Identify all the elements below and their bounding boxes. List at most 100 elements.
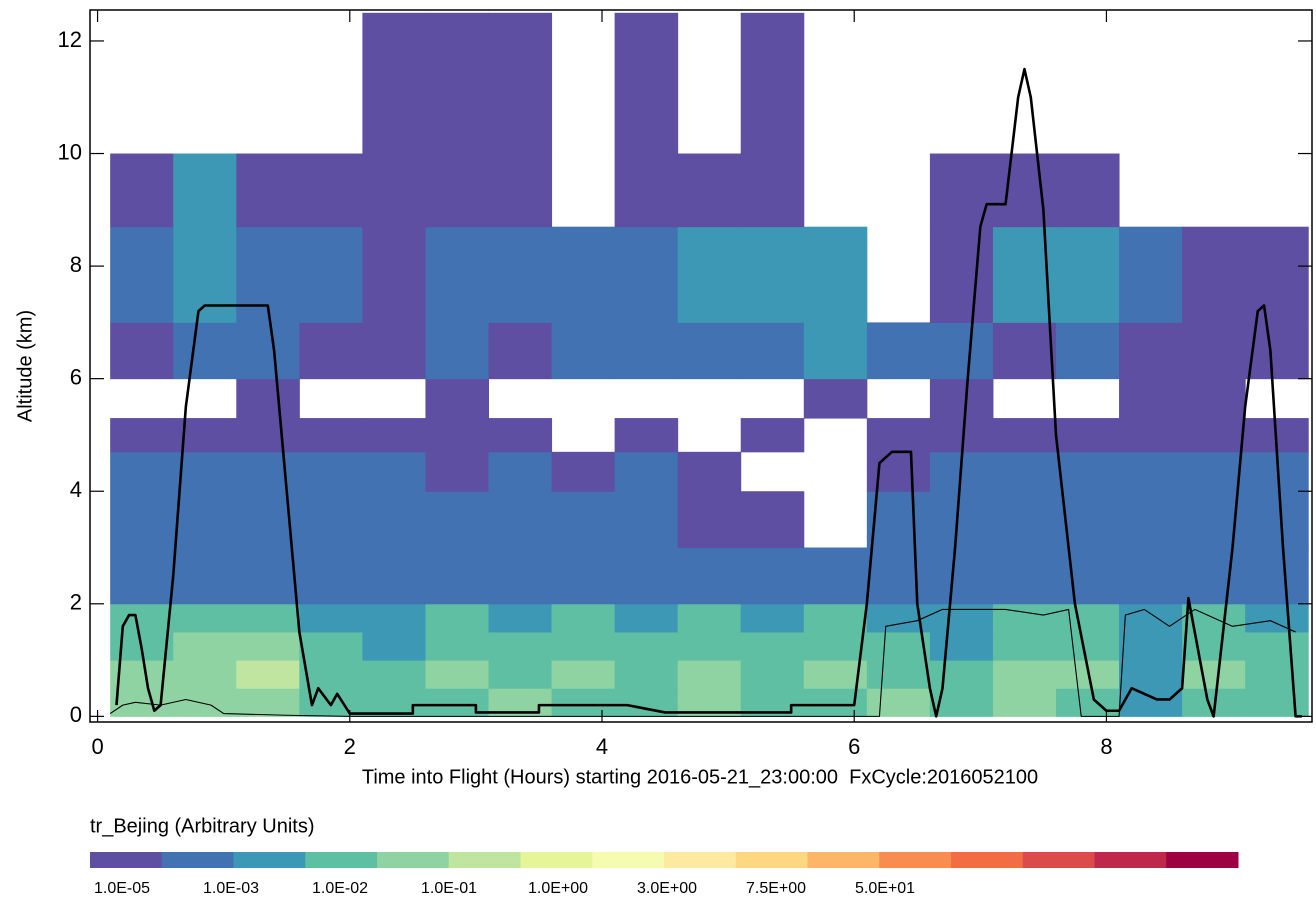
- y-axis-title: Altitude (km): [14, 310, 36, 422]
- cell: [173, 322, 237, 380]
- cell: [1119, 491, 1183, 549]
- cell: [992, 418, 1057, 453]
- cell: [173, 451, 237, 492]
- cell: [929, 322, 994, 380]
- cell: [677, 491, 742, 549]
- cell: [1119, 378, 1183, 419]
- cell: [614, 322, 679, 380]
- cell: [614, 451, 679, 492]
- cell: [1182, 378, 1246, 419]
- cell: [1119, 660, 1183, 689]
- cell: [488, 660, 553, 689]
- cell: [173, 603, 237, 633]
- cell: [110, 322, 174, 380]
- colorbar-swatch: [879, 852, 952, 868]
- curtain: [110, 12, 1309, 717]
- cell: [299, 451, 363, 492]
- cell: [551, 547, 616, 605]
- cell: [551, 660, 616, 689]
- cell: [803, 322, 868, 380]
- cell: [236, 451, 300, 492]
- cell: [362, 12, 426, 155]
- colorbar-swatch: [951, 852, 1024, 868]
- cell: [425, 378, 490, 419]
- cell: [614, 491, 679, 549]
- cell: [992, 631, 1057, 661]
- cell: [740, 547, 805, 605]
- colorbar-label: 5.0E+01: [855, 880, 915, 897]
- cell: [1119, 418, 1183, 453]
- cell: [299, 153, 363, 228]
- y-tick-label: 4: [70, 477, 82, 502]
- colorbar-swatch: [377, 852, 450, 868]
- cell: [992, 491, 1057, 549]
- cell: [614, 547, 679, 605]
- cell: [677, 226, 742, 323]
- cell: [929, 603, 994, 633]
- colorbar-label: 1.0E-05: [94, 880, 150, 897]
- cell: [173, 547, 237, 605]
- cell: [614, 603, 679, 633]
- x-tick-label: 4: [596, 734, 608, 759]
- colorbar-swatch: [233, 852, 306, 868]
- cell: [551, 322, 616, 380]
- cell: [488, 322, 553, 380]
- cell: [488, 491, 553, 549]
- cell: [299, 603, 363, 633]
- cell: [929, 378, 994, 419]
- cell: [803, 603, 868, 633]
- cell: [362, 491, 426, 549]
- colorbar-swatch: [807, 852, 880, 868]
- cell: [110, 491, 174, 549]
- colorbar-swatch: [1022, 852, 1095, 868]
- cell: [740, 226, 805, 323]
- cell: [488, 547, 553, 605]
- cell: [173, 660, 237, 689]
- x-tick-label: 0: [91, 734, 103, 759]
- cell: [1119, 451, 1183, 492]
- cell: [614, 418, 679, 453]
- colorbar-label: 1.0E-02: [312, 880, 368, 897]
- colorbar-label: 7.5E+00: [746, 880, 806, 897]
- cell: [992, 451, 1057, 492]
- y-tick-label: 8: [70, 252, 82, 277]
- cell: [425, 322, 490, 380]
- cell: [362, 631, 426, 661]
- cell: [1119, 631, 1183, 661]
- colorbar-swatch: [90, 852, 163, 868]
- cell: [740, 418, 805, 453]
- cell: [551, 491, 616, 549]
- cell: [866, 688, 931, 717]
- cell: [677, 660, 742, 689]
- cell: [488, 451, 553, 492]
- cell: [614, 12, 679, 155]
- plot-frame: [89, 9, 1313, 723]
- x-tick-label: 6: [848, 734, 860, 759]
- cell: [1182, 631, 1246, 661]
- cell: [803, 631, 868, 661]
- cell: [362, 603, 426, 633]
- cell: [362, 226, 426, 323]
- cell: [992, 153, 1057, 228]
- colorbar-swatch: [664, 852, 737, 868]
- colorbar-label: 1.0E+00: [528, 880, 588, 897]
- lines: [109, 67, 1302, 718]
- cell: [488, 631, 553, 661]
- cell: [1245, 603, 1309, 633]
- cell: [236, 153, 300, 228]
- cell: [992, 547, 1057, 605]
- cell: [551, 451, 616, 492]
- cell: [677, 451, 742, 492]
- cell: [551, 688, 616, 717]
- cell: [740, 660, 805, 689]
- cell: [236, 378, 300, 419]
- cell: [929, 660, 994, 689]
- y-tick-label: 6: [70, 364, 82, 389]
- cell: [740, 12, 805, 155]
- cell: [236, 547, 300, 605]
- cell: [740, 491, 805, 549]
- cell: [614, 660, 679, 689]
- cell: [362, 153, 426, 228]
- cell: [677, 631, 742, 661]
- line: [109, 608, 1296, 717]
